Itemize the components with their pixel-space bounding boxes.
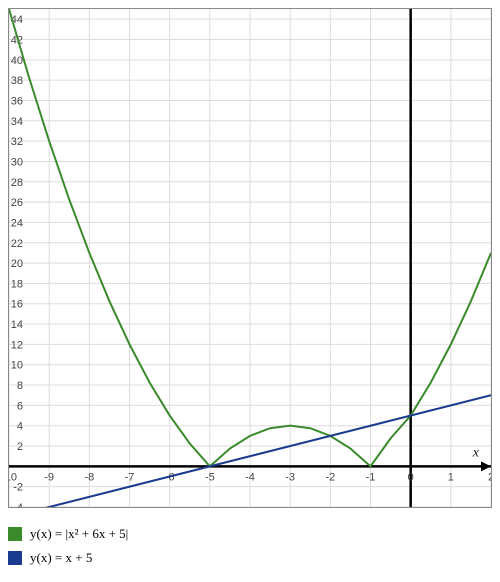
svg-text:2: 2: [17, 441, 23, 453]
svg-text:-8: -8: [84, 471, 94, 483]
svg-text:-5: -5: [205, 471, 215, 483]
legend-item: y(x) = |x² + 6x + 5|: [8, 526, 492, 542]
svg-text:20: 20: [11, 258, 23, 270]
svg-text:-4: -4: [13, 502, 23, 507]
legend-label: y(x) = |x² + 6x + 5|: [30, 526, 128, 542]
svg-text:32: 32: [11, 136, 23, 148]
svg-text:8: 8: [17, 380, 23, 392]
chart-container: -10-9-8-7-6-5-4-3-2-1012-4-2246810121416…: [8, 8, 492, 566]
svg-text:1: 1: [448, 471, 454, 483]
svg-text:-7: -7: [125, 471, 135, 483]
legend-swatch: [8, 551, 22, 565]
svg-text:-3: -3: [285, 471, 295, 483]
plot-svg: -10-9-8-7-6-5-4-3-2-1012-4-2246810121416…: [9, 9, 491, 507]
svg-text:18: 18: [11, 278, 23, 290]
legend: y(x) = |x² + 6x + 5| y(x) = x + 5: [8, 526, 492, 566]
svg-text:34: 34: [11, 116, 23, 128]
svg-text:40: 40: [11, 55, 23, 67]
svg-text:2: 2: [488, 471, 491, 483]
svg-text:-2: -2: [325, 471, 335, 483]
plot-area: -10-9-8-7-6-5-4-3-2-1012-4-2246810121416…: [8, 8, 492, 508]
legend-item: y(x) = x + 5: [8, 550, 492, 566]
svg-text:-1: -1: [366, 471, 376, 483]
svg-text:12: 12: [11, 339, 23, 351]
svg-text:0: 0: [408, 471, 414, 483]
svg-text:10: 10: [11, 360, 23, 372]
svg-text:16: 16: [11, 299, 23, 311]
svg-text:x: x: [472, 445, 480, 460]
svg-text:30: 30: [11, 156, 23, 168]
svg-text:-2: -2: [13, 482, 23, 494]
legend-swatch: [8, 527, 22, 541]
svg-text:6: 6: [17, 400, 23, 412]
legend-label: y(x) = x + 5: [30, 550, 92, 566]
svg-text:26: 26: [11, 197, 23, 209]
svg-text:28: 28: [11, 177, 23, 189]
svg-text:4: 4: [17, 421, 23, 433]
svg-text:-9: -9: [44, 471, 54, 483]
svg-text:14: 14: [11, 319, 23, 331]
svg-text:36: 36: [11, 95, 23, 107]
svg-text:38: 38: [11, 75, 23, 87]
svg-text:-4: -4: [245, 471, 255, 483]
svg-text:22: 22: [11, 238, 23, 250]
svg-text:24: 24: [11, 217, 23, 229]
